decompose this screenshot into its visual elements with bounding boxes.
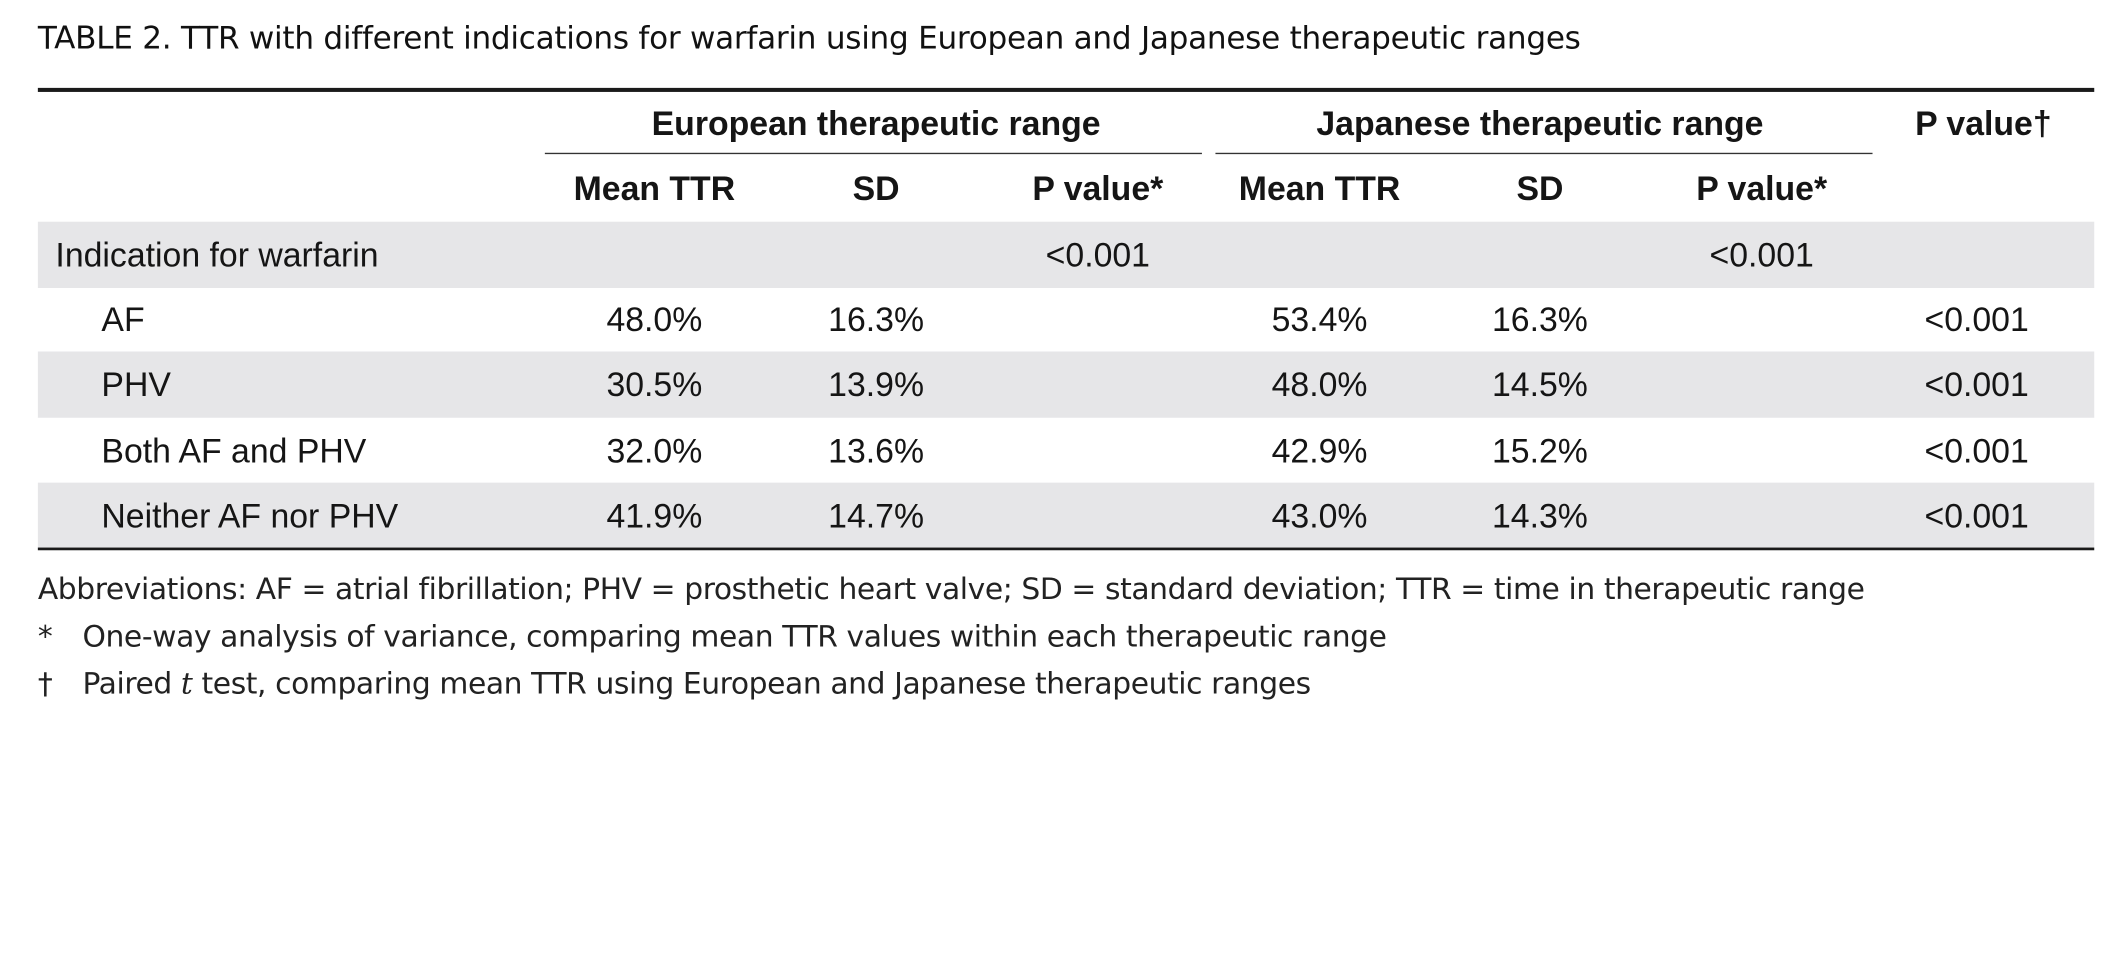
section-label: Indication for warfarin [55, 236, 379, 275]
header-eu-pvalue: P value* [1032, 170, 1164, 209]
table-top-rule [37, 87, 2095, 92]
row-jp-mean: 48.0% [1271, 366, 1368, 405]
footnote-dagger-text-italic: t [180, 667, 193, 702]
header-jp-mean-ttr: Mean TTR [1238, 170, 1401, 209]
footnote-dagger: † Paired t test, comparing mean TTR using… [38, 668, 1311, 702]
header-eu-sd: SD [852, 170, 900, 209]
row-label: AF [101, 301, 145, 340]
table-row-band [37, 351, 2095, 418]
header-eu-mean-ttr: Mean TTR [573, 170, 736, 209]
row-eu-sd: 13.9% [828, 366, 925, 405]
header-pvalue-paired: P value† [1915, 105, 2052, 144]
table-figure: TABLE 2. TTR with different indications … [37, 22, 2095, 702]
row-label: Neither AF nor PHV [101, 497, 399, 536]
row-pvalue: <0.001 [1924, 497, 2029, 536]
section-jp-pvalue: <0.001 [1709, 236, 1814, 275]
row-jp-mean: 53.4% [1271, 301, 1368, 340]
footnote-dagger-text-after: test, comparing mean TTR using European … [192, 667, 1312, 702]
table-bottom-rule [37, 547, 2095, 551]
row-eu-sd: 16.3% [828, 301, 925, 340]
row-pvalue: <0.001 [1924, 432, 2029, 471]
row-eu-mean: 48.0% [606, 301, 703, 340]
footnote-star-symbol: * [37, 620, 53, 655]
footnote-dagger-symbol: † [37, 667, 53, 702]
footnote-dagger-text-before: Paired [82, 667, 181, 702]
table-caption: TABLE 2. TTR with different indications … [38, 22, 1581, 57]
european-group-underline [544, 152, 1202, 155]
row-jp-sd: 15.2% [1492, 432, 1588, 471]
table-caption-label: TABLE 2. [37, 21, 172, 57]
header-jp-sd: SD [1516, 170, 1564, 209]
footnote-star-text: One-way analysis of variance, comparing … [82, 620, 1387, 655]
row-eu-sd: 13.6% [828, 432, 925, 471]
header-jp-pvalue: P value* [1696, 170, 1828, 209]
japanese-group-underline [1215, 152, 1873, 155]
row-pvalue: <0.001 [1924, 366, 2029, 405]
row-label: Both AF and PHV [101, 432, 367, 471]
row-eu-mean: 41.9% [606, 497, 703, 536]
footnote-abbreviations: Abbreviations: AF = atrial fibrillation;… [37, 573, 1865, 608]
row-eu-mean: 30.5% [606, 366, 703, 405]
row-jp-sd: 14.5% [1492, 366, 1588, 405]
header-european-group: European therapeutic range [651, 105, 1101, 144]
row-jp-mean: 43.0% [1271, 497, 1368, 536]
row-jp-mean: 42.9% [1271, 432, 1368, 471]
row-eu-sd: 14.7% [828, 497, 925, 536]
row-jp-sd: 16.3% [1492, 301, 1588, 340]
table-caption-text: TTR with different indications for warfa… [181, 21, 1581, 57]
section-eu-pvalue: <0.001 [1045, 236, 1150, 275]
footnote-star: * One-way analysis of variance, comparing… [38, 621, 1387, 655]
table-row-band [37, 482, 2095, 549]
row-pvalue: <0.001 [1924, 301, 2029, 340]
row-jp-sd: 14.3% [1492, 497, 1588, 536]
section-row-band [37, 221, 2095, 288]
row-label: PHV [101, 366, 171, 405]
row-eu-mean: 32.0% [606, 432, 703, 471]
header-japanese-group: Japanese therapeutic range [1316, 105, 1764, 144]
